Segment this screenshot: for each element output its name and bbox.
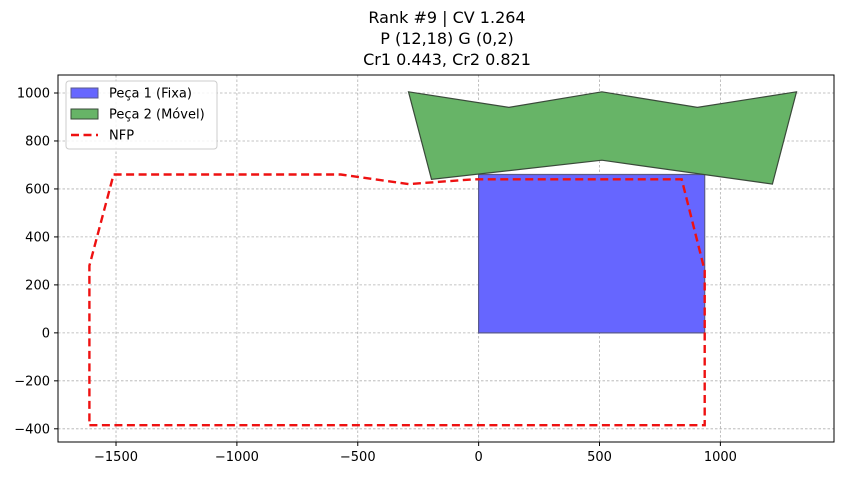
series-3-line: [88, 173, 706, 427]
series-1-polygon: [478, 173, 706, 334]
legend-box: [65, 80, 218, 150]
y-tick-label: 0: [42, 326, 50, 341]
legend-label: NFP: [109, 129, 134, 144]
x-tick-label: 0: [474, 450, 482, 465]
title-line-1: Rank #9 | CV 1.264: [368, 8, 525, 27]
y-tick-label: 600: [25, 182, 50, 197]
legend: Peça 1 (Fixa) Peça 2 (Móvel) NFP: [65, 80, 218, 150]
legend-swatch: [70, 87, 99, 99]
axis-ticks: −1500 −1000 −500 0 500 1000 −400 −200 0 200 400 600…: [14, 86, 737, 465]
legend-swatch: [70, 108, 99, 120]
title-line-2: P (12,18) G (0,2): [380, 29, 514, 48]
plot-frame: [57, 74, 835, 443]
x-tick-label: −1500: [94, 450, 138, 465]
chart-title: Rank #9 | CV 1.264 P (12,18) G (0,2) Cr1…: [363, 8, 531, 69]
x-tick-label: 1000: [704, 450, 737, 465]
x-tick-label: −1000: [215, 450, 259, 465]
series-layer: [88, 91, 798, 427]
title-line-3: Cr1 0.443, Cr2 0.821: [363, 50, 531, 69]
y-tick-label: −400: [14, 422, 50, 437]
y-tick-label: 800: [25, 134, 50, 149]
x-tick-label: 500: [587, 450, 612, 465]
legend-label: Peça 1 (Fixa): [109, 87, 192, 102]
x-tick-label: −500: [340, 450, 376, 465]
legend-label: Peça 2 (Móvel): [109, 108, 205, 123]
y-tick-label: 1000: [17, 86, 50, 101]
y-tick-label: −200: [14, 374, 50, 389]
y-tick-label: 200: [25, 278, 50, 293]
series-2-polygon: [407, 91, 798, 185]
y-tick-label: 400: [25, 230, 50, 245]
